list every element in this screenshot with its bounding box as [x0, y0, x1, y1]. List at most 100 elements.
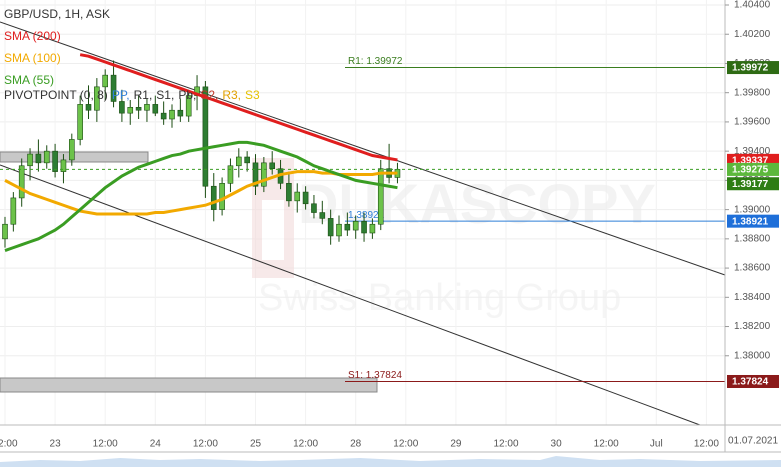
y-tick-label: 1.39800	[734, 87, 771, 98]
candle-body	[102, 74, 108, 88]
candle-body	[369, 223, 376, 234]
legend-label: SMA (55)	[4, 73, 54, 87]
candle-body	[202, 86, 209, 187]
price-tag-label: 1.39177	[732, 179, 769, 190]
indicator-item: PP,	[112, 88, 130, 102]
candle-body	[110, 74, 117, 102]
indicator-name: PIVOTPOINT (0, 8)	[4, 88, 108, 102]
candle-body	[77, 104, 83, 140]
candle-body	[286, 183, 292, 202]
watermark-text: DUKASCOPY	[298, 172, 656, 235]
candle-body	[135, 107, 142, 111]
watermark-logo-cut	[262, 200, 284, 260]
y-tick-label: 1.40200	[734, 29, 771, 40]
x-tick-label: Jul	[650, 439, 663, 450]
candle-body	[252, 162, 259, 187]
candle-body	[2, 223, 8, 240]
price-tag-label: 1.39337	[732, 156, 769, 167]
x-tick-label: 28	[350, 439, 362, 450]
y-tick-label: 1.38600	[734, 263, 771, 274]
candle-body	[10, 197, 17, 225]
candle-body	[344, 223, 351, 231]
indicator-item: S2,	[200, 88, 218, 102]
price-tag-label: 1.39275	[732, 165, 769, 176]
legend-label: SMA (200)	[4, 29, 61, 43]
y-tick-label: 1.39000	[734, 204, 771, 215]
x-tick-label: 12:00	[493, 439, 518, 450]
price-tag-label: 1.37824	[732, 377, 769, 388]
price-tag	[727, 61, 779, 75]
x-tick-label: 12:00	[694, 439, 719, 450]
candle-body	[361, 221, 367, 234]
candle-body	[219, 183, 225, 210]
x-tick-label: 12:00	[594, 439, 619, 450]
indicator-item: R3,	[222, 88, 241, 102]
pivot-label: 1.38921	[348, 210, 385, 221]
x-tick-label: 12:00	[0, 439, 18, 450]
candle-body	[261, 162, 267, 187]
candle-body	[18, 165, 25, 199]
y-tick-label: 1.38000	[734, 350, 771, 361]
y-tick-label: 1.40400	[734, 0, 771, 11]
price-tag	[727, 214, 779, 228]
candle-body	[43, 150, 50, 164]
indicator-item: S1,	[156, 88, 174, 102]
candle-body	[144, 104, 150, 111]
x-tick-label: 12:00	[93, 439, 118, 450]
candle-body	[336, 223, 342, 237]
candle-body	[377, 168, 384, 225]
candle-body	[119, 101, 125, 114]
x-tick-label: 24	[150, 439, 162, 450]
candle-body	[177, 109, 184, 117]
indicator-label: PIVOTPOINT (0, 8) PP, R1, S1, Pb, S2, R3, S3	[4, 88, 260, 102]
x-tick-label: 23	[50, 439, 62, 450]
navigator	[0, 456, 781, 467]
y-tick-label: 1.39600	[734, 117, 771, 128]
candle-body	[311, 203, 317, 213]
indicator-item: S3	[245, 88, 260, 102]
candle-body	[327, 218, 334, 237]
x-tick-label: 12:00	[393, 439, 418, 450]
indicator-item: Pb,	[178, 88, 196, 102]
y-tick-label: 1.38800	[734, 233, 771, 244]
x-tick-label: 12:00	[293, 439, 318, 450]
pivot-label: S1: 1.37824	[348, 370, 402, 381]
candle-body	[35, 153, 42, 164]
candle-body	[94, 86, 100, 111]
sma-line	[4, 140, 398, 252]
price-tag-label: 1.39972	[732, 63, 769, 74]
x-tick-label: 12:00	[193, 439, 218, 450]
x-tick-label: 29	[450, 439, 462, 450]
candle-body	[294, 191, 301, 202]
y-tick-label: 1.38200	[734, 321, 771, 332]
candle-body	[69, 139, 75, 161]
candle-body	[210, 185, 217, 210]
candle-body	[169, 109, 175, 120]
trend-line	[0, 21, 726, 276]
candle-body	[319, 212, 326, 219]
x-tick-label: 25	[250, 439, 262, 450]
x-tick-label: 30	[551, 439, 563, 450]
date-label: 01.07.2021	[728, 436, 778, 447]
candle-body	[236, 156, 242, 167]
zone-box	[0, 377, 378, 393]
sma-line	[79, 53, 398, 162]
plot: R1: 1.39972 1.38921 S1: 1.37824	[0, 53, 725, 382]
price-tag	[727, 374, 779, 388]
price-tag-label: 1.38921	[732, 216, 769, 227]
candle-body	[352, 221, 359, 231]
candle-body	[27, 153, 33, 167]
legend-label: SMA (100)	[4, 51, 61, 65]
price-tag	[727, 177, 779, 191]
candle-body	[52, 150, 58, 172]
candle-body	[85, 104, 92, 111]
candle-body	[127, 107, 134, 114]
candle-body	[152, 104, 159, 114]
candle-body	[185, 95, 192, 117]
pivot-label: R1: 1.39972	[348, 56, 403, 67]
chart-title: GBP/USD, 1H, ASK	[4, 7, 110, 21]
watermark-subtext: Swiss Banking Group	[258, 277, 621, 319]
candle-body	[302, 191, 309, 205]
